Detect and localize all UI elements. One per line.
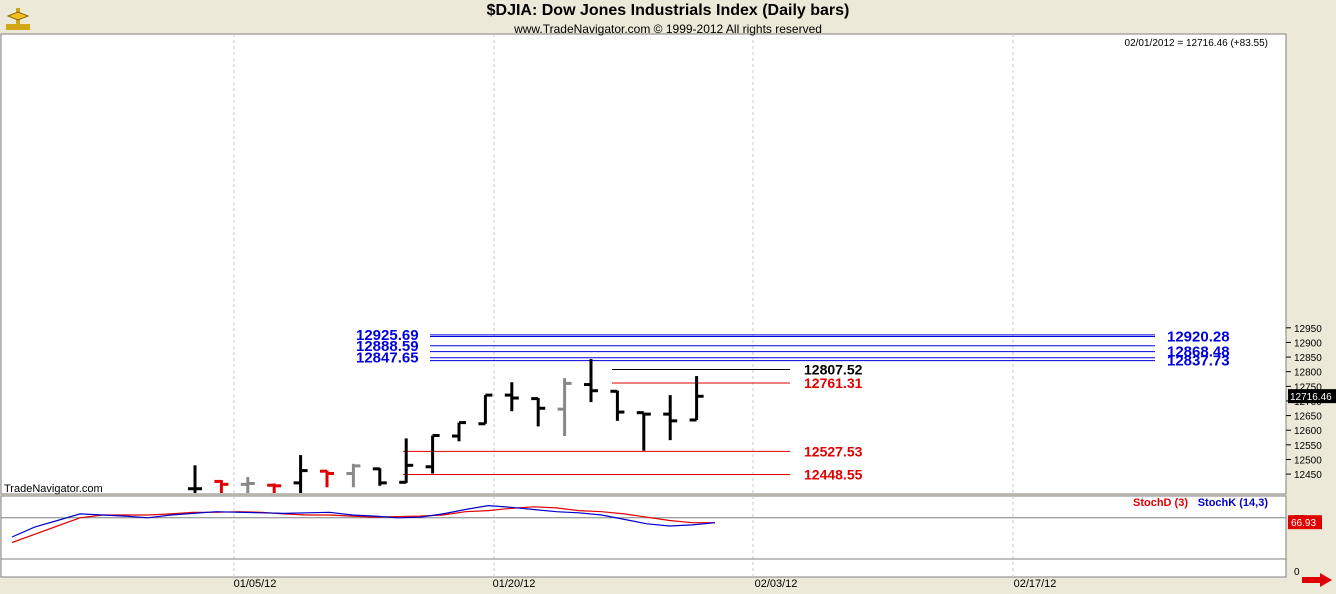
level-label: 12920.28 (1167, 328, 1230, 345)
x-tick-label: 01/20/12 (493, 578, 536, 590)
x-tick-label: 01/05/12 (234, 578, 277, 590)
ohlc-bar (504, 382, 519, 412)
stochastic-panel (0, 495, 1287, 578)
price-readout: 02/01/2012 = 12716.46 (+83.55) (1125, 38, 1268, 49)
y-tick-label: 12750 (1294, 382, 1322, 393)
chart-title: $DJIA: Dow Jones Industrials Index (Dail… (486, 2, 850, 19)
level-label: 12448.55 (804, 467, 863, 483)
ohlc-bar (399, 438, 414, 484)
stoch-series-line (11, 504, 716, 538)
level-label: 12868.48 (1167, 344, 1230, 361)
y-tick-label: 12650 (1294, 412, 1322, 423)
level-label: 12527.53 (804, 443, 863, 459)
legend-stochd: StochD (3) (1133, 497, 1188, 509)
level-label: 12761.31 (804, 375, 863, 391)
ohlc-bar (478, 393, 493, 426)
y-tick-label: 12450 (1294, 470, 1322, 481)
x-tick-label: 02/03/12 (755, 578, 798, 590)
ohlc-bar (557, 378, 572, 437)
y-tick-label: 12500 (1294, 455, 1322, 466)
ohlc-bar (636, 411, 651, 451)
y-tick-label: 12900 (1294, 338, 1322, 349)
y-tick-label: 12550 (1294, 441, 1322, 452)
ohlc-bar (372, 467, 387, 486)
ohlc-bar (689, 376, 704, 422)
ohlc-bar (452, 421, 466, 442)
last-price-label: 12716.46 (1290, 392, 1332, 403)
level-label: 12837.73 (1167, 353, 1230, 370)
ohlc-bar (267, 483, 282, 493)
stoch-last-label: 66.93 (1291, 518, 1316, 529)
ohlc-bar (214, 479, 229, 493)
last-price-box (1288, 389, 1336, 404)
ohlc-bar (293, 455, 308, 493)
level-label: 12807.52 (804, 361, 863, 377)
ohlc-bar (320, 469, 334, 488)
scroll-right-arrow-icon[interactable] (1302, 573, 1332, 592)
ohlc-bar (425, 433, 440, 474)
level-label: 12888.59 (356, 338, 419, 355)
legend-stochk: StochK (14,3) (1198, 497, 1269, 509)
x-tick-label: 02/17/12 (1014, 578, 1057, 590)
stoch-tick-label: 0 (1294, 567, 1300, 578)
ohlc-bar (188, 465, 202, 493)
y-tick-label: 12950 (1294, 324, 1322, 335)
y-tick-label: 12600 (1294, 426, 1322, 437)
ohlc-bar (610, 389, 625, 421)
ohlc-bar (663, 395, 678, 441)
ohlc-bar (584, 359, 598, 403)
level-label: 12925.69 (356, 327, 419, 344)
y-tick-label: 12800 (1294, 368, 1322, 379)
stoch-last-box (1288, 515, 1322, 530)
y-tick-label: 12850 (1294, 353, 1322, 364)
ohlc-bar (346, 463, 361, 488)
chart-subtitle: www.TradeNavigator.com © 1999-2012 All r… (514, 22, 822, 36)
level-label: 12847.65 (356, 350, 419, 367)
ohlc-bar (531, 397, 546, 427)
trade-navigator-logo-icon (6, 4, 30, 32)
stoch-series-line (11, 506, 715, 544)
watermark: TradeNavigator.com (4, 483, 103, 495)
ohlc-bar (240, 477, 255, 493)
